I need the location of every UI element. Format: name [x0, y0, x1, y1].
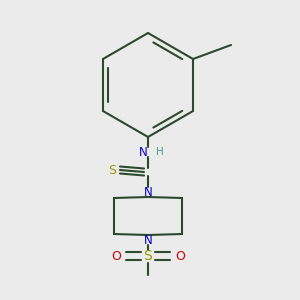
Text: N: N	[144, 185, 152, 199]
Text: O: O	[111, 250, 121, 262]
Text: S: S	[108, 164, 116, 176]
Text: N: N	[144, 233, 152, 247]
Text: N: N	[139, 146, 147, 158]
Text: S: S	[144, 249, 152, 263]
Text: H: H	[156, 147, 164, 157]
Text: O: O	[175, 250, 185, 262]
